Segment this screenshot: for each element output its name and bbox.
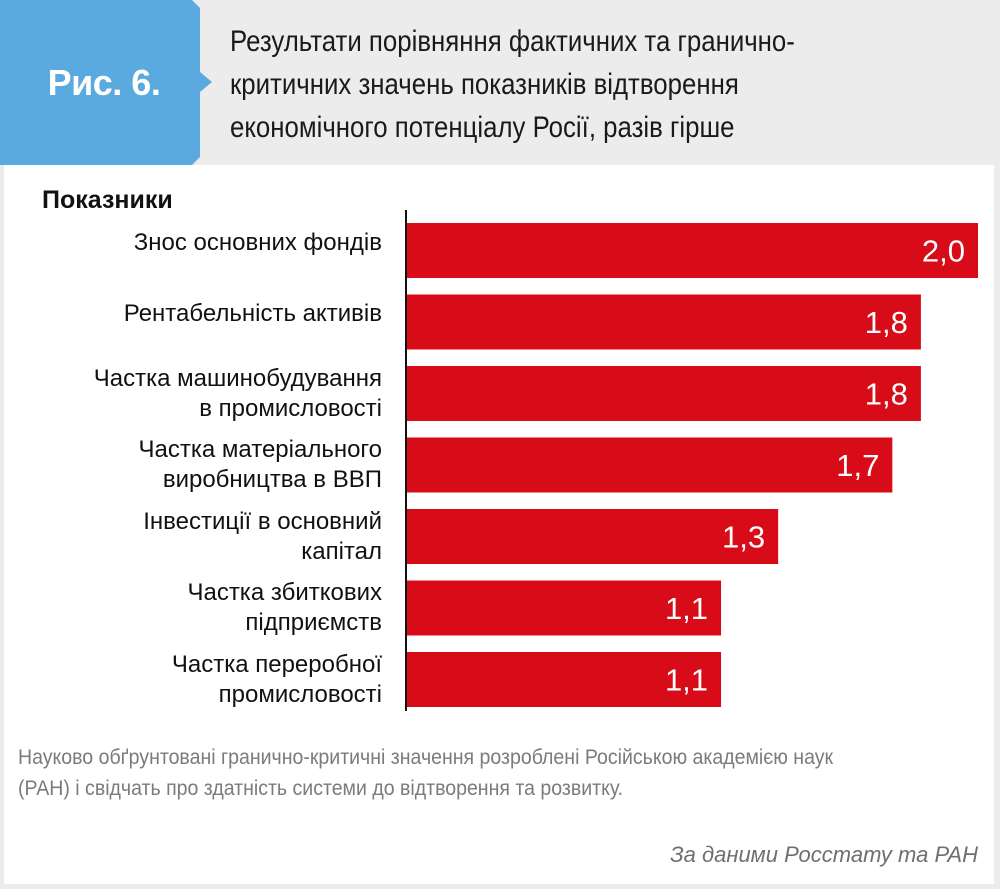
category-label-line: промисловості [218, 680, 382, 708]
category-label: Частка переробної промисловості [2, 650, 382, 710]
chart-title: Результати порівняння фактичних та грани… [230, 20, 884, 149]
footnote: Науково обґрунтовані гранично-критичні з… [18, 746, 834, 800]
category-label: Частка матеріального виробництва в ВВП [2, 435, 382, 495]
bar-value-label: 2,0 [922, 234, 965, 269]
bar [407, 509, 779, 564]
bar [407, 437, 893, 493]
category-label-line: Рентабельність активів [123, 300, 382, 327]
chart-title-line: економічного потенціалу Росії, разів гір… [230, 111, 735, 144]
category-label: Інвестиції в основний капітал [2, 507, 382, 567]
bar-value-label: 1,7 [836, 448, 879, 483]
category-label: Рентабельність активів [2, 299, 382, 329]
bar-value-label: 1,1 [665, 591, 708, 626]
chart-title-line: Результати порівняння фактичних та грани… [230, 25, 795, 58]
chart-title-line: критичних значень показників відтворення [230, 68, 739, 101]
bar-value-label: 1,3 [722, 520, 765, 555]
category-label-line: в промисловості [199, 394, 382, 422]
category-label: Частка збиткових підприємств [2, 578, 382, 638]
category-label: Частка машинобудування в промисловості [2, 364, 382, 424]
category-label: Знос основних фондів [2, 228, 382, 258]
badge-arrow-shape [0, 0, 212, 165]
bar [407, 223, 978, 278]
figure-badge: Рис. 6. [0, 0, 215, 165]
category-label-line: Знос основних фондів [133, 228, 382, 256]
category-label-line: виробництва в ВВП [162, 466, 382, 493]
bar [407, 366, 921, 421]
bar-value-label: 1,8 [865, 377, 908, 412]
source-credit: За даними Росстату та РАН [670, 842, 978, 867]
bar-value-label: 1,8 [865, 305, 908, 340]
figure-number: Рис. 6. [47, 61, 161, 103]
figure-header: Рис. 6. Результати порівняння фактичних … [0, 0, 1000, 165]
category-column-header: Показники [42, 186, 173, 214]
bar [407, 580, 722, 636]
bar [407, 652, 722, 707]
category-label-line: Частка матеріального [138, 436, 382, 463]
category-label-line: капітал [301, 537, 382, 565]
category-label-line: Інвестиції в основний [143, 507, 382, 535]
category-label-line: Частка машинобудування [93, 364, 382, 392]
category-label-line: підприємств [245, 609, 382, 636]
bar [407, 294, 921, 350]
category-label-line: Частка переробної [171, 650, 382, 678]
category-label-line: Частка збиткових [187, 579, 382, 606]
bar-value-label: 1,1 [665, 663, 708, 698]
